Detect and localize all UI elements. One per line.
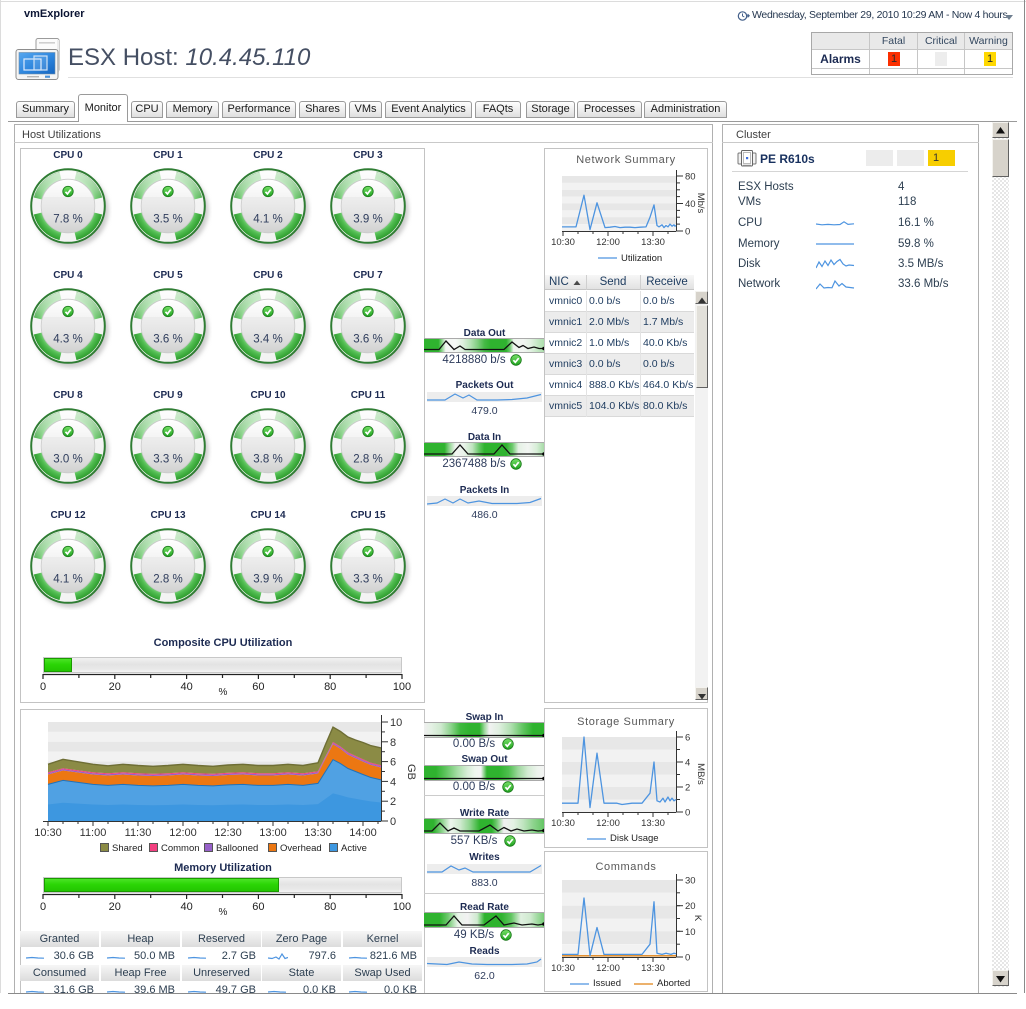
svg-text:13:30: 13:30: [641, 963, 665, 974]
svg-text:0: 0: [390, 816, 396, 828]
svg-text:4: 4: [685, 758, 690, 769]
svg-text:K: K: [692, 915, 703, 922]
svg-text:11:30: 11:30: [125, 827, 152, 839]
svg-text:4.3 %: 4.3 %: [53, 334, 82, 346]
svg-text:0: 0: [685, 953, 690, 964]
svg-text:0: 0: [685, 808, 690, 819]
svg-text:3.4 %: 3.4 %: [253, 334, 282, 346]
svg-text:80: 80: [685, 172, 696, 183]
svg-text:3.9 %: 3.9 %: [353, 214, 382, 226]
svg-text:2.8 %: 2.8 %: [153, 574, 182, 586]
svg-text:12:00: 12:00: [169, 827, 197, 839]
svg-text:3.6 %: 3.6 %: [353, 334, 382, 346]
svg-text:8: 8: [390, 737, 396, 749]
svg-text:12:00: 12:00: [596, 818, 620, 829]
svg-text:14:00: 14:00: [349, 827, 377, 839]
svg-text:11:00: 11:00: [80, 827, 107, 839]
svg-text:3.8 %: 3.8 %: [253, 454, 282, 466]
svg-text:12:30: 12:30: [214, 827, 242, 839]
svg-text:7.8 %: 7.8 %: [53, 214, 82, 226]
svg-text:10: 10: [390, 717, 402, 729]
svg-text:20: 20: [685, 901, 696, 912]
svg-text:3.6 %: 3.6 %: [153, 334, 182, 346]
svg-text:10:30: 10:30: [551, 818, 575, 829]
svg-text:100: 100: [393, 681, 411, 693]
svg-text:13:30: 13:30: [304, 827, 332, 839]
svg-text:0: 0: [40, 681, 46, 693]
svg-text:40: 40: [180, 901, 192, 913]
svg-text:10:30: 10:30: [34, 827, 62, 839]
svg-text:12:00: 12:00: [596, 963, 620, 974]
svg-text:12:00: 12:00: [596, 237, 620, 248]
svg-text:2: 2: [685, 783, 690, 794]
svg-text:40: 40: [180, 681, 192, 693]
svg-text:Mb/s: Mb/s: [695, 193, 706, 214]
svg-text:20: 20: [109, 901, 121, 913]
svg-text:60: 60: [252, 681, 264, 693]
svg-text:6: 6: [685, 733, 690, 744]
svg-text:80: 80: [324, 681, 336, 693]
svg-text:4: 4: [390, 776, 396, 788]
svg-text:3.9 %: 3.9 %: [253, 574, 282, 586]
svg-text:13:30: 13:30: [641, 818, 665, 829]
svg-text:4.1 %: 4.1 %: [53, 574, 82, 586]
svg-text:40: 40: [685, 199, 696, 210]
svg-text:3.3 %: 3.3 %: [353, 574, 382, 586]
svg-text:30: 30: [685, 876, 696, 887]
svg-text:0: 0: [685, 227, 690, 238]
svg-text:80: 80: [324, 901, 336, 913]
svg-text:10: 10: [685, 927, 696, 938]
svg-text:60: 60: [252, 901, 264, 913]
svg-text:13:30: 13:30: [641, 237, 665, 248]
svg-text:MB/s: MB/s: [695, 763, 706, 785]
svg-text:2.8 %: 2.8 %: [353, 454, 382, 466]
svg-text:0: 0: [40, 901, 46, 913]
svg-text:3.0 %: 3.0 %: [53, 454, 82, 466]
svg-text:13:00: 13:00: [259, 827, 287, 839]
svg-text:10:30: 10:30: [551, 237, 575, 248]
svg-text:2: 2: [390, 796, 396, 808]
svg-text:GB: GB: [405, 764, 417, 780]
svg-text:3.3 %: 3.3 %: [153, 454, 182, 466]
svg-text:20: 20: [109, 681, 121, 693]
svg-text:100: 100: [393, 901, 411, 913]
svg-text:6: 6: [390, 757, 396, 769]
svg-text:10:30: 10:30: [551, 963, 575, 974]
svg-text:4.1 %: 4.1 %: [253, 214, 282, 226]
svg-text:3.5 %: 3.5 %: [153, 214, 182, 226]
